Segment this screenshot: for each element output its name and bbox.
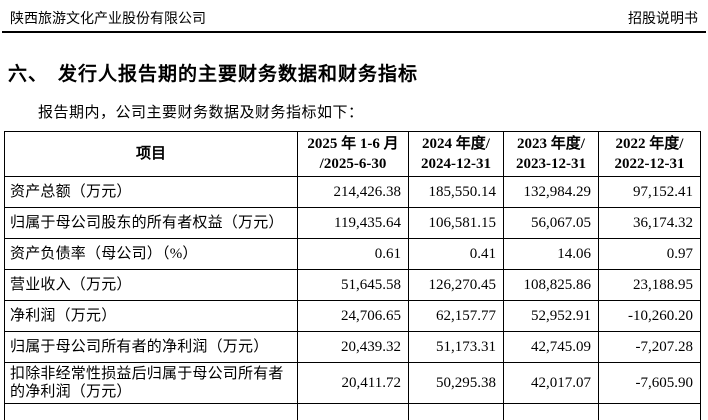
value-cell: 20,411.72 xyxy=(297,362,409,404)
section-title-text: 发行人报告期的主要财务数据和财务指标 xyxy=(58,63,419,85)
table-row-partial xyxy=(4,403,701,420)
value-cell: 51,645.58 xyxy=(297,269,409,301)
table-row: 净利润（万元） 24,706.65 62,157.77 52,952.91 -1… xyxy=(4,300,701,332)
item-cell: 资产总额（万元） xyxy=(4,176,298,208)
value-cell: -7,605.90 xyxy=(598,362,701,404)
header-2024: 2024 年度/ 2024-12-31 xyxy=(408,131,504,177)
item-cell: 资产负债率（母公司）（%） xyxy=(4,238,298,270)
item-cell: 扣除非经常性损益后归属于母公司所有者的净利润（万元） xyxy=(4,362,298,404)
value-cell xyxy=(408,403,504,420)
value-cell: 126,270.45 xyxy=(408,269,504,301)
value-cell: 51,173.31 xyxy=(408,331,504,363)
item-cell: 归属于母公司所有者的净利润（万元） xyxy=(4,331,298,363)
header-2025-line1: 2025 年 1-6 月 xyxy=(307,136,399,152)
table-row: 资产负债率（母公司）（%） 0.61 0.41 14.06 0.97 xyxy=(4,238,701,270)
page-header: 陕西旅游文化产业股份有限公司 招股说明书 xyxy=(2,0,706,33)
value-cell: 42,745.09 xyxy=(503,331,599,363)
table-row: 营业收入（万元） 51,645.58 126,270.45 108,825.86… xyxy=(4,269,701,301)
header-2025-line2: /2025-6-30 xyxy=(319,156,387,172)
value-cell: 97,152.41 xyxy=(598,176,701,208)
value-cell: 56,067.05 xyxy=(503,207,599,239)
value-cell: 0.61 xyxy=(297,238,409,270)
value-cell xyxy=(297,403,409,420)
table-row: 归属于母公司股东的所有者权益（万元） 119,435.64 106,581.15… xyxy=(4,207,701,239)
value-cell: 14.06 xyxy=(503,238,599,270)
table-row: 资产总额（万元） 214,426.38 185,550.14 132,984.2… xyxy=(4,176,701,208)
header-2022-line2: 2022-12-31 xyxy=(614,156,685,172)
intro-paragraph: 报告期内，公司主要财务数据及财务指标如下： xyxy=(38,105,364,121)
financial-data-table: 项目 2025 年 1-6 月 /2025-6-30 2024 年度/ 2024… xyxy=(4,131,701,420)
header-item: 项目 xyxy=(4,131,298,177)
value-cell: 108,825.86 xyxy=(503,269,599,301)
header-2024-line2: 2024-12-31 xyxy=(421,156,491,172)
header-2024-line1: 2024 年度/ xyxy=(422,136,490,152)
value-cell: 214,426.38 xyxy=(297,176,409,208)
table-header-row: 项目 2025 年 1-6 月 /2025-6-30 2024 年度/ 2024… xyxy=(4,131,701,177)
header-2023-line1: 2023 年度/ xyxy=(517,136,585,152)
header-2023-line2: 2023-12-31 xyxy=(516,156,586,172)
value-cell: 0.97 xyxy=(598,238,701,270)
value-cell: 132,984.29 xyxy=(503,176,599,208)
value-cell: 36,174.32 xyxy=(598,207,701,239)
value-cell: 0.41 xyxy=(408,238,504,270)
section-number: 六、 xyxy=(8,63,49,85)
company-name: 陕西旅游文化产业股份有限公司 xyxy=(10,12,206,27)
value-cell: 20,439.32 xyxy=(297,331,409,363)
value-cell: 42,017.07 xyxy=(503,362,599,404)
header-2023: 2023 年度/ 2023-12-31 xyxy=(503,131,599,177)
value-cell: 50,295.38 xyxy=(408,362,504,404)
section-title: 六、 发行人报告期的主要财务数据和财务指标 xyxy=(8,59,700,86)
header-2022-line1: 2022 年度/ xyxy=(615,136,684,152)
value-cell: 23,188.95 xyxy=(598,269,701,301)
value-cell xyxy=(503,403,599,420)
table-row: 扣除非经常性损益后归属于母公司所有者的净利润（万元） 20,411.72 50,… xyxy=(4,362,701,404)
value-cell: 62,157.77 xyxy=(408,300,504,332)
document-type: 招股说明书 xyxy=(628,12,698,27)
item-cell: 净利润（万元） xyxy=(4,300,298,332)
value-cell: 106,581.15 xyxy=(408,207,504,239)
value-cell: 185,550.14 xyxy=(408,176,504,208)
item-cell xyxy=(4,403,298,420)
header-2022: 2022 年度/ 2022-12-31 xyxy=(598,131,701,177)
item-cell: 营业收入（万元） xyxy=(4,269,298,301)
value-cell: -7,207.28 xyxy=(598,331,701,363)
value-cell: 24,706.65 xyxy=(297,300,409,332)
value-cell: 119,435.64 xyxy=(297,207,409,239)
value-cell: -10,260.20 xyxy=(598,300,701,332)
value-cell xyxy=(598,403,701,420)
header-2025: 2025 年 1-6 月 /2025-6-30 xyxy=(297,131,409,177)
item-cell: 归属于母公司股东的所有者权益（万元） xyxy=(4,207,298,239)
value-cell: 52,952.91 xyxy=(503,300,599,332)
table-row: 归属于母公司所有者的净利润（万元） 20,439.32 51,173.31 42… xyxy=(4,331,701,363)
